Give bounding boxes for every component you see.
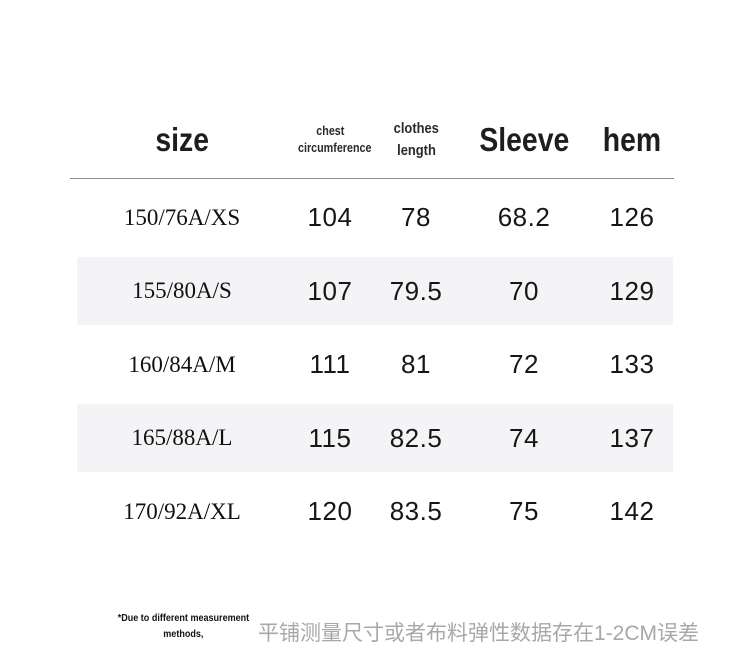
hem-value: 126 [609,202,655,233]
column-header-hem-label: hem [602,121,662,158]
table-row: 155/80A/S 107 79.5 70 129 [72,255,680,329]
chest-value: 120 [307,496,353,527]
column-header-hem: hem [584,121,680,159]
column-header-chest-circumference: chest circumference [292,123,372,158]
column-header-size-label: size [155,121,209,158]
column-header-sleeve: Sleeve [464,121,584,159]
column-header-clothes-length: clothes length [368,118,464,163]
clothes-length-value: 79.5 [389,275,443,306]
clothes-length-value: 83.5 [389,496,443,527]
size-value: 160/84A/M [128,351,236,377]
header-divider-line [70,178,674,179]
chest-header-line1: chest [315,123,345,138]
sleeve-value: 74 [509,422,539,453]
size-value: 155/80A/S [132,278,232,304]
size-chart-body: 150/76A/XS 104 78 68.2 126 155/80A/S 107… [72,181,680,549]
hem-value: 137 [609,422,655,453]
hem-value: 129 [609,275,655,306]
size-value: 170/92A/XL [123,498,241,524]
table-row: 160/84A/M 111 81 72 133 [72,328,680,402]
table-row: 170/92A/XL 120 83.5 75 142 [72,475,680,549]
column-header-size: size [72,121,292,159]
chest-value: 115 [308,422,352,453]
hem-value: 133 [609,349,655,380]
clothes-length-header-line1: clothes [393,119,439,137]
clothes-length-value: 81 [401,349,431,380]
chest-header-line2: circumference [297,141,372,155]
size-chart-header: size chest circumference clothes length … [72,103,680,177]
sleeve-value: 68.2 [497,202,551,233]
chest-value: 107 [307,275,353,306]
measurement-note-en-line2: methods, [162,627,204,640]
sleeve-value: 75 [509,496,539,527]
table-row: 165/88A/L 115 82.5 74 137 [72,402,680,476]
hem-value: 142 [609,496,655,527]
chest-value: 104 [307,202,353,233]
column-header-sleeve-label: Sleeve [479,121,569,158]
size-value: 165/88A/L [131,425,233,451]
sleeve-value: 70 [509,275,539,306]
clothes-length-value: 82.5 [389,422,443,453]
size-value: 150/76A/XS [123,204,241,230]
clothes-length-header-line2: length [396,142,436,159]
chest-value: 111 [309,349,351,380]
table-row: 150/76A/XS 104 78 68.2 126 [72,181,680,255]
measurement-note-zh: 平铺测量尺寸或者布料弹性数据存在1-2CM误差 [258,622,700,645]
measurement-note-en-line1: *Due to different measurement [117,612,249,624]
sleeve-value: 72 [509,349,539,380]
clothes-length-value: 78 [401,202,431,233]
measurement-note-en: *Due to different measurement methods, [105,611,261,643]
